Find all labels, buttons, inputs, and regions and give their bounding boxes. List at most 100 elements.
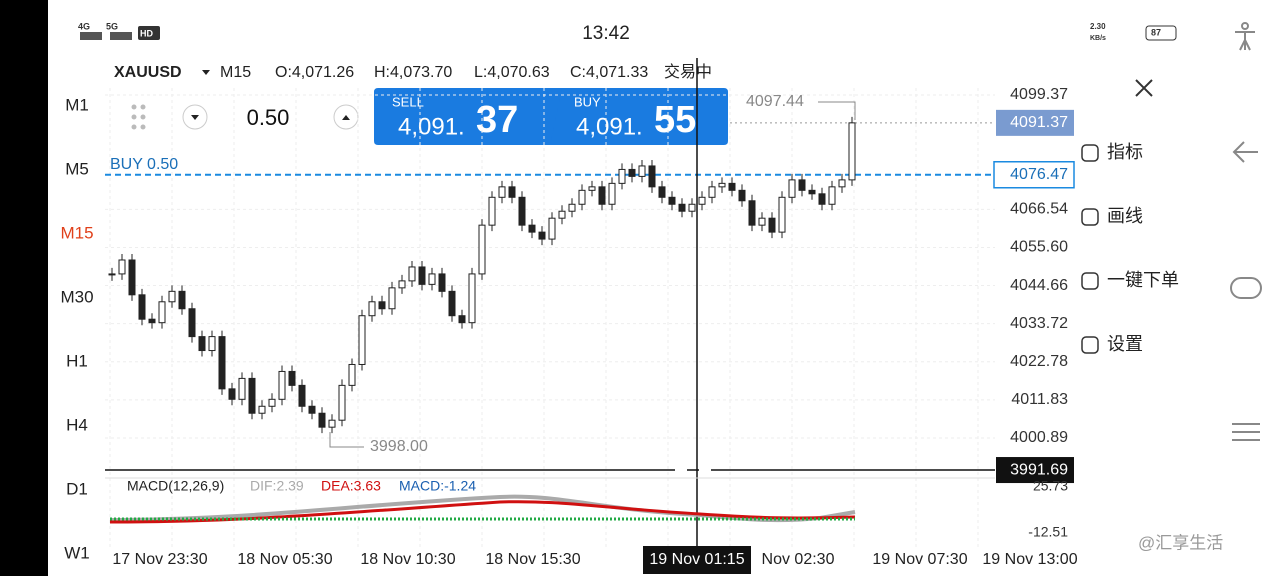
sell-label: SELL	[392, 94, 424, 109]
candle	[388, 287, 396, 310]
candle	[808, 189, 816, 195]
time-tick: 19 Nov 13:00	[982, 551, 1077, 568]
timeframe[interactable]: H4	[66, 415, 88, 434]
candle	[578, 189, 586, 205]
candle	[798, 179, 806, 191]
signal	[110, 32, 132, 40]
volume[interactable]: 0.50	[247, 105, 290, 130]
candle	[268, 398, 276, 407]
candle	[698, 196, 706, 205]
candle	[318, 412, 326, 428]
symbol[interactable]: XAUUSD	[114, 64, 182, 81]
candle	[498, 186, 506, 198]
candle	[428, 273, 436, 285]
timeframe[interactable]: W1	[64, 543, 90, 562]
candle	[288, 370, 296, 386]
back[interactable]	[1232, 141, 1258, 163]
timeframe[interactable]: M5	[65, 159, 89, 178]
candle	[468, 273, 476, 324]
candle	[358, 315, 366, 365]
candle	[108, 273, 116, 276]
menu-item[interactable]: 一键下单	[1107, 270, 1179, 290]
candle	[778, 196, 786, 233]
candle	[748, 200, 756, 226]
candle	[788, 179, 796, 198]
recents[interactable]	[1232, 423, 1260, 441]
candle	[378, 301, 386, 310]
market-state: 交易中	[664, 63, 712, 81]
candle	[298, 384, 306, 407]
candle	[588, 186, 596, 191]
candle	[628, 168, 636, 177]
sell-button[interactable]	[374, 88, 578, 145]
buy-button[interactable]	[550, 88, 728, 145]
low-annotation: 3998.00	[370, 438, 428, 455]
timeframe[interactable]: M30	[60, 287, 93, 306]
candle	[218, 336, 226, 390]
period: M15	[220, 64, 251, 81]
ohlc: C:4,071.33	[570, 64, 648, 81]
candle	[348, 363, 356, 386]
candle	[538, 231, 546, 240]
net: 4G	[78, 21, 90, 31]
bid-box	[996, 109, 1074, 136]
time-tick: 19 Nov 07:30	[872, 551, 967, 568]
timeframe[interactable]: H1	[66, 351, 88, 370]
price-tick: 4099.37	[1010, 86, 1068, 103]
bid-label: 4091.37	[1010, 114, 1068, 131]
menu-item[interactable]: 画线	[1107, 206, 1143, 226]
buy-price: 4,091.	[576, 113, 643, 140]
time-tick: 17 Nov 23:30	[112, 551, 207, 568]
candle	[518, 196, 526, 226]
candle	[558, 210, 566, 219]
price-tick: 4033.72	[1010, 315, 1068, 332]
speed: 2.30	[1090, 22, 1106, 31]
position-label: BUY 0.50	[110, 156, 178, 173]
candle	[528, 224, 536, 233]
ohlc: H:4,073.70	[374, 64, 452, 81]
candle	[758, 217, 766, 226]
candle	[688, 203, 696, 212]
candle	[258, 405, 266, 414]
timeframe[interactable]: M1	[65, 95, 89, 114]
candle	[458, 315, 466, 324]
candle	[488, 196, 496, 226]
macd-value: MACD:-1.24	[399, 478, 476, 494]
home[interactable]	[1230, 277, 1262, 299]
accessibility[interactable]	[1241, 22, 1249, 30]
menu-item[interactable]: 设置	[1107, 334, 1143, 354]
candle	[438, 273, 446, 292]
candle	[198, 336, 206, 352]
timeframe[interactable]: M15	[60, 223, 93, 242]
high-annotation: 4097.44	[746, 93, 804, 110]
time-tick: Nov 02:30	[762, 551, 835, 568]
candle	[658, 186, 666, 198]
close-button[interactable]	[1135, 79, 1153, 97]
candle	[448, 290, 456, 317]
candle	[158, 301, 166, 324]
menu-icon	[1081, 336, 1099, 354]
candle	[328, 419, 336, 428]
candle	[248, 377, 256, 414]
candle	[708, 186, 716, 198]
ohlc: O:4,071.26	[275, 64, 354, 81]
dea-line	[109, 500, 856, 524]
price-tick: 4055.60	[1010, 239, 1068, 256]
net: 5G	[106, 21, 118, 31]
timeframe[interactable]: D1	[66, 479, 88, 498]
battery	[1145, 25, 1177, 41]
candle	[208, 336, 216, 352]
dropdown[interactable]	[202, 70, 210, 75]
watermark: @汇享生活	[1138, 533, 1223, 552]
battery-level: 87	[1151, 27, 1161, 37]
menu-item[interactable]: 指标	[1107, 142, 1143, 162]
candle	[338, 384, 346, 421]
dif-line	[109, 494, 856, 523]
high-leader	[818, 101, 856, 120]
menu-icon	[1081, 208, 1099, 226]
candle	[148, 318, 156, 324]
drag-handle[interactable]	[131, 104, 146, 130]
candle	[508, 186, 516, 198]
candle	[228, 388, 236, 400]
